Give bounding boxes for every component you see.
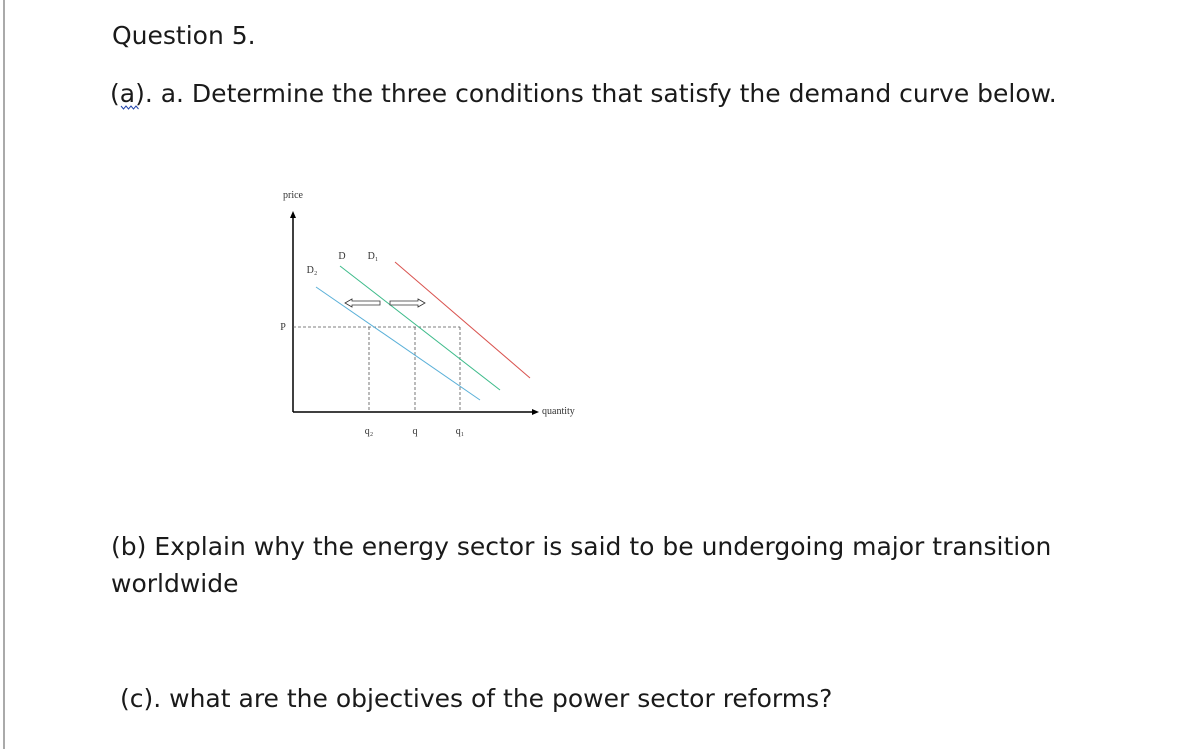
curve-d1 bbox=[394, 261, 531, 379]
part-a: (a). a. Determine the three conditions t… bbox=[110, 79, 1057, 108]
curve-label: D₁ bbox=[368, 251, 379, 262]
curve-label: D bbox=[338, 251, 345, 262]
y-arrow bbox=[290, 211, 296, 218]
quantity-label: q₁ bbox=[456, 426, 465, 437]
shift-left-arrow bbox=[344, 298, 381, 308]
quantity-label: q₂ bbox=[365, 426, 374, 437]
part-b: (b) Explain why the energy sector is sai… bbox=[111, 532, 1051, 561]
spell-underline bbox=[120, 105, 139, 110]
question-title: Question 5. bbox=[112, 21, 256, 50]
shift-right-arrow bbox=[389, 298, 426, 308]
curve-label: D₂ bbox=[307, 265, 318, 276]
quantity-label: q bbox=[413, 426, 418, 437]
x-arrow bbox=[532, 409, 539, 415]
y-axis-label: price bbox=[283, 190, 304, 201]
curve-d2 bbox=[315, 286, 481, 401]
x-axis-label: quantity bbox=[542, 406, 575, 417]
demand-diagram: price P quantity D D₁ D₂ q₂ q q₁ bbox=[280, 190, 575, 437]
price-label: P bbox=[280, 322, 286, 333]
curve-d bbox=[339, 265, 501, 391]
part-b: worldwide bbox=[111, 569, 238, 598]
part-c: (c). what are the objectives of the powe… bbox=[120, 684, 832, 713]
